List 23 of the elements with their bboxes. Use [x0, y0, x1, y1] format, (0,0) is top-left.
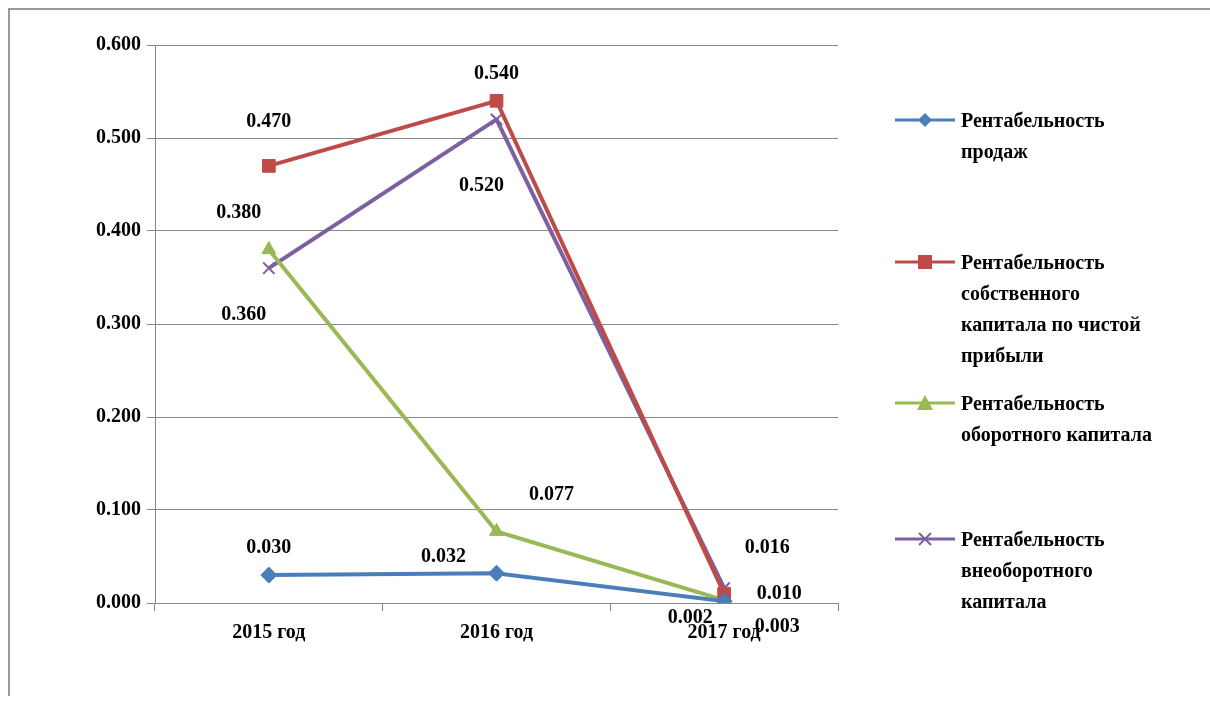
y-tick-label: 0.600	[96, 32, 141, 55]
x-tick-label: 2016 год	[459, 620, 534, 643]
legend-label: Рентабельность собственного капитала по чистой прибыли	[961, 250, 1142, 369]
data-label: 0.360	[221, 302, 267, 325]
y-tick-label: 0.500	[96, 125, 141, 148]
y-tick-label: 0.400	[96, 218, 141, 241]
legend-label: Рентабельность продаж	[961, 108, 1106, 165]
data-label: 0.016	[744, 535, 790, 558]
data-label: 0.470	[246, 109, 292, 132]
data-label: 0.010	[756, 580, 802, 603]
y-tick-label: 0.000	[96, 590, 141, 613]
y-tick-label: 0.200	[96, 404, 141, 427]
data-label: 0.540	[474, 60, 519, 83]
legend-label: Рентабельность оборотного капитала	[961, 391, 1153, 448]
y-tick-label: 0.300	[96, 311, 141, 334]
data-label: 0.520	[459, 172, 504, 195]
legend-label: Рентабельность внеоборотного капитала	[961, 527, 1106, 614]
data-label: 0.030	[246, 535, 292, 558]
x-tick-label: 2015 год	[232, 620, 306, 643]
y-tick-label: 0.100	[96, 497, 141, 520]
data-label: 0.380	[216, 199, 262, 222]
data-label: 0.032	[421, 544, 466, 567]
data-label: 0.077	[529, 481, 574, 504]
